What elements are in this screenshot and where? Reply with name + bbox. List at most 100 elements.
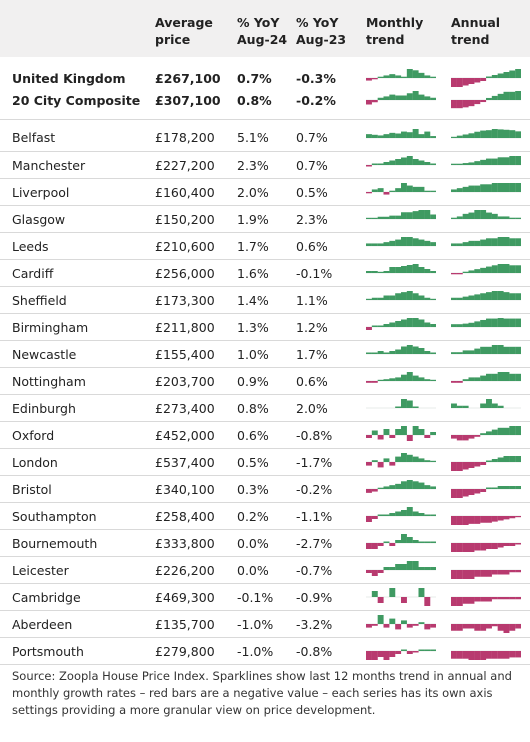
sparkline-bar-positive (451, 324, 457, 327)
sparkline-bar-positive (395, 159, 402, 165)
sparkline-bar-positive (389, 618, 396, 624)
yoy-aug-23: -0.2% (296, 475, 366, 503)
monthly-trend-cell (366, 57, 451, 89)
yoy-aug-24: -0.1% (237, 583, 296, 611)
sparkline-bar-positive (486, 431, 492, 435)
sparkline-bar-positive (406, 400, 413, 408)
sparkline-bar-positive (424, 297, 431, 300)
yoy-aug-24: 0.5% (237, 448, 296, 476)
sparkline-bar-negative (515, 651, 521, 658)
sparkline-bar-negative (456, 78, 463, 87)
sparkline-bar-positive (389, 215, 396, 219)
yoy-aug-24: 1.7% (237, 232, 296, 260)
sparkline-bar-positive (509, 293, 516, 300)
annual-trend-cell (451, 394, 530, 422)
sparkline-bar-positive (424, 240, 431, 246)
sparkline-bar-positive (468, 377, 475, 381)
sparkline-bar-positive (456, 405, 463, 408)
sparkline-bar-positive (497, 93, 504, 100)
sparkline-bar-negative (389, 462, 396, 466)
sparkline-bar-positive (383, 486, 390, 489)
sparkline-bar-positive (509, 486, 516, 489)
sparkline-bar-positive (491, 291, 498, 300)
sparkline-bar-positive (503, 318, 510, 327)
sparkline-bar-positive (430, 379, 436, 381)
sparkline-bar-positive (497, 318, 504, 327)
sparkline-bar-negative (509, 543, 516, 546)
sparkline-bar-positive (424, 96, 431, 100)
annual-sparkline (451, 569, 521, 579)
sparkline-bar-positive (468, 132, 475, 138)
sparkline-bar-positive (377, 615, 384, 624)
location-name: Belfast (0, 119, 155, 152)
average-price: £135,700 (155, 610, 237, 638)
sparkline-bar-positive (401, 157, 407, 165)
sparkline-bar-positive (515, 217, 521, 219)
yoy-aug-24: 0.0% (237, 529, 296, 557)
sparkline-bar-positive (412, 293, 419, 300)
sparkline-bar-positive (497, 372, 504, 381)
summary-row: 20 City Composite £307,100 0.8% -0.2% (0, 89, 530, 120)
sparkline-bar-positive (395, 293, 402, 300)
annual-sparkline (451, 264, 521, 275)
sparkline-bar-positive (366, 217, 372, 219)
sparkline-bar-positive (383, 514, 390, 516)
annual-sparkline (451, 596, 521, 606)
annual-trend-cell (451, 556, 530, 584)
sparkline-bar-negative (462, 489, 469, 497)
sparkline-bar-negative (366, 516, 372, 522)
sparkline-bar-positive (424, 351, 431, 354)
sparkline-bar-positive (401, 426, 407, 435)
location-name: Edinburgh (0, 394, 155, 422)
sparkline-bar-positive (377, 379, 384, 381)
sparkline-bar-negative (468, 516, 475, 524)
sparkline-bar-positive (430, 514, 436, 516)
average-price: £160,400 (155, 178, 237, 206)
sparkline-bar-positive (430, 163, 436, 165)
sparkline-bar-positive (371, 591, 378, 597)
sparkline-bar-positive (480, 293, 487, 300)
sparkline-bar-positive (515, 293, 521, 300)
sparkline-bar-positive (377, 297, 384, 300)
sparkline-bar-positive (430, 135, 436, 138)
average-price: £469,300 (155, 583, 237, 611)
sparkline-bar-positive (383, 96, 390, 100)
sparkline-bar-positive (468, 350, 475, 354)
monthly-sparkline (366, 237, 436, 247)
sparkline-bar-negative (424, 597, 431, 606)
sparkline-bar-negative (462, 651, 469, 659)
sparkline-bar-negative (366, 192, 372, 194)
sparkline-bar-positive (395, 483, 402, 489)
sparkline-bar-negative (503, 624, 510, 633)
sparkline-bar-positive (395, 564, 402, 570)
sparkline-bar-positive (430, 76, 436, 78)
sparkline-bar-negative (480, 543, 487, 551)
sparkline-bar-positive (424, 162, 431, 165)
sparkline-bar-positive (491, 238, 498, 246)
sparkline-bar-positive (486, 346, 492, 354)
sparkline-bar-positive (395, 377, 402, 381)
city-row: Manchester £227,200 2.3% 0.7% (0, 151, 530, 179)
sparkline-bar-negative (366, 100, 372, 105)
sparkline-bar-positive (451, 243, 457, 246)
sparkline-bar-positive (480, 319, 487, 327)
annual-trend-cell (451, 286, 530, 314)
sparkline-bar-negative (480, 78, 487, 81)
sparkline-bar-positive (462, 271, 469, 273)
sparkline-bar-positive (412, 211, 419, 219)
city-row: Belfast £178,200 5.1% 0.7% (0, 119, 530, 152)
sparkline-bar-positive (486, 184, 492, 192)
sparkline-bar-positive (406, 561, 413, 570)
sparkline-bar-positive (491, 183, 498, 192)
sparkline-bar-negative (424, 624, 431, 630)
sparkline-bar-negative (503, 516, 510, 520)
sparkline-bar-positive (515, 373, 521, 381)
sparkline-bar-positive (468, 322, 475, 327)
sparkline-bar-negative (451, 462, 457, 471)
sparkline-bar-negative (456, 381, 463, 383)
annual-sparkline (451, 623, 521, 633)
annual-sparkline (451, 345, 521, 355)
sparkline-bar-positive (509, 238, 516, 246)
sparkline-bar-positive (406, 537, 413, 543)
sparkline-bar-positive (503, 372, 510, 381)
